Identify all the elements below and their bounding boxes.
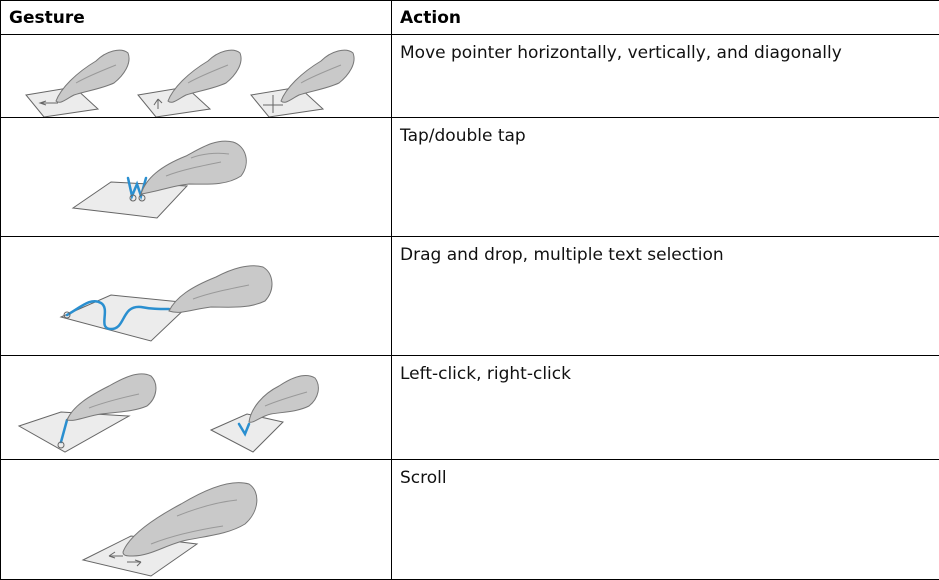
action-cell: Drag and drop, multiple text selection <box>391 236 939 356</box>
gesture-illustration <box>25 49 355 117</box>
gesture-cell <box>0 34 392 118</box>
action-cell: Tap/double tap <box>391 117 939 237</box>
gesture-cell <box>0 459 392 580</box>
row: Tap/double tap <box>0 117 939 237</box>
gesture-illustration <box>59 265 273 342</box>
gesture-illustration <box>71 140 247 219</box>
row: Scroll <box>0 459 939 580</box>
gesture-illustration <box>17 373 319 453</box>
header-row: Gesture Action <box>0 0 939 35</box>
row: Move pointer horizontally, vertically, a… <box>0 34 939 118</box>
action-cell: Scroll <box>391 459 939 580</box>
action-cell: Move pointer horizontally, vertically, a… <box>391 34 939 118</box>
row: Left-click, right-click <box>0 355 939 460</box>
action-cell: Left-click, right-click <box>391 355 939 460</box>
gesture-cell <box>0 355 392 460</box>
gesture-cell <box>0 117 392 237</box>
header-cell: Gesture <box>0 0 392 35</box>
header-cell: Action <box>391 0 939 35</box>
gesture-illustration <box>81 482 258 577</box>
gesture-cell <box>0 236 392 356</box>
row: Drag and drop, multiple text selection <box>0 236 939 356</box>
